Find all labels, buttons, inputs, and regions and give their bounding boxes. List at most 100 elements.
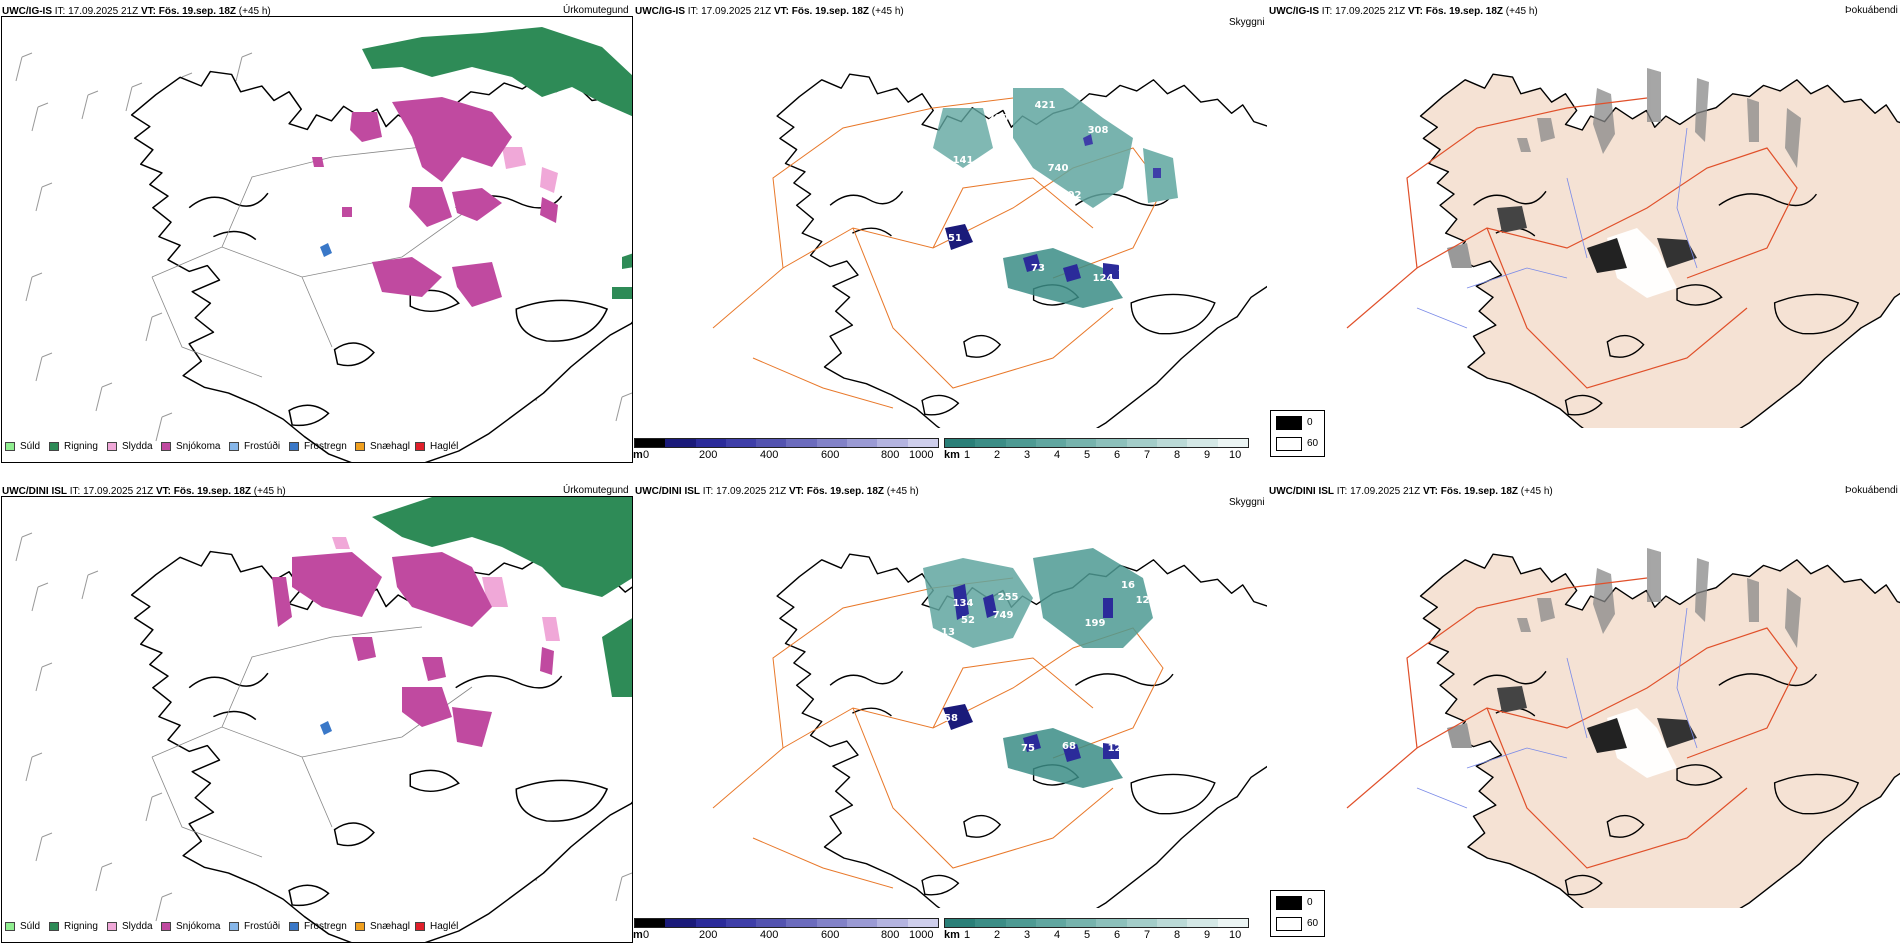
scale-tick: 2 [994,449,1001,461]
depth-label: 740 [1048,163,1069,174]
legend-item: Slydda [107,441,153,452]
legend-swatch [107,442,117,451]
depth-label: 117 [1118,263,1139,274]
scale-swatch [975,439,1006,447]
run-header: UWC/DINI ISL IT: 17.09.2025 21Z VT: Fös.… [635,486,919,497]
legend-item: Frostúði [229,441,280,452]
depth-label: 341 [1131,108,1152,119]
scale-swatch [816,439,848,447]
legend-swatch [415,922,425,931]
scale-tick: 4 [1054,449,1061,461]
depth-label: 199 [1085,618,1106,629]
scale-tick: 8 [1174,929,1181,941]
depth-label: 16 [1121,580,1135,591]
height-unit: m [633,449,643,461]
panel-title: Úrkomutegund [563,5,629,16]
legend-item: Snjókoma [161,921,220,932]
scale-swatch [1066,919,1097,927]
depth-label: 58 [944,713,958,724]
depth-label: 123 [1108,743,1129,754]
scale-swatch [816,919,848,927]
legend-swatch [229,922,239,931]
fog-swatch [1276,416,1302,430]
scale-tick: 6 [1114,449,1121,461]
depth-label: 120 [1136,595,1157,606]
scale-tick: 8 [1174,449,1181,461]
scale-tick: 0 [643,929,650,941]
scale-swatch [1096,919,1127,927]
scale-tick: 6 [1114,929,1121,941]
scale-swatch [907,919,938,927]
depth-label: 200 [988,113,1009,124]
legend-swatch [161,442,171,451]
scale-swatch [945,919,976,927]
legend-swatch [49,442,59,451]
scale-swatch [1217,919,1248,927]
legend-item: Snæhagl [355,441,410,452]
legend-item: Frostúði [229,921,280,932]
legend-swatch [49,922,59,931]
scale-tick: 9 [1204,449,1211,461]
scale-swatch [847,919,878,927]
scale-swatch [725,439,757,447]
fog-scale: 0 60 [1270,410,1325,457]
panel-title: Þokuábendi [1845,485,1898,496]
scale-tick: 200 [699,929,718,941]
legend-swatch [415,442,425,451]
scale-swatch [695,919,726,927]
scale-tick: 7 [1144,929,1151,941]
legend-item: Snæhagl [355,921,410,932]
height-unit: m [633,929,643,941]
scale-swatch [1157,919,1188,927]
scale-tick: 200 [699,449,718,461]
visibility-panel-2: UWC/DINI ISL IT: 17.09.2025 21Z VT: Fös.… [633,480,1267,950]
legend-swatch [5,922,15,931]
fog-panel-2: UWC/DINI ISL IT: 17.09.2025 21Z VT: Fös.… [1267,480,1900,950]
scale-swatch [1066,439,1097,447]
legend-item: Snjókoma [161,441,220,452]
scale-swatch [635,919,666,927]
legend-item: Haglél [415,921,458,932]
legend-item: Súld [5,441,40,452]
scale-tick: 800 [881,449,900,461]
legend-item: Slydda [107,921,153,932]
visibility-map: 58 75 68 123 21 199 255 749 134 52 13 12… [633,508,1267,908]
legend-item: Frostregn [289,921,347,932]
run-header: UWC/IG-IS IT: 17.09.2025 21Z VT: Fös. 19… [635,6,904,17]
height-scale: m 0 200 400 600 800 1000 [633,438,943,462]
scale-swatch [1187,439,1218,447]
legend-item: Rigning [49,921,98,932]
legend-item: Rigning [49,441,98,452]
scale-tick: 1 [964,449,971,461]
run-header: UWC/IG-IS IT: 17.09.2025 21Z VT: Fös. 19… [1269,6,1538,17]
run-header: UWC/DINI ISL IT: 17.09.2025 21Z VT: Fös.… [1269,486,1553,497]
fog-swatch [1276,896,1302,910]
scale-tick: 600 [821,449,840,461]
scale-tick: 2 [994,929,1001,941]
scale-swatch [695,439,726,447]
depth-label: 421 [1035,100,1056,111]
scale-swatch [786,439,817,447]
scale-swatch [1157,439,1188,447]
legend-swatch [355,442,365,451]
depth-label: 52 [961,615,975,626]
precip-panel-1: UWC/IG-IS IT: 17.09.2025 21Z VT: Fös. 19… [0,0,635,470]
fog-panel-1: UWC/IG-IS IT: 17.09.2025 21Z VT: Fös. 19… [1267,0,1900,470]
scale-swatch [1005,439,1036,447]
scale-tick: 400 [760,929,779,941]
legend-item: Súld [5,921,40,932]
fog-label: 0 [1307,897,1313,908]
visibility-scale: km 1 2 3 4 5 6 7 8 9 10 [944,438,1264,462]
scale-swatch [877,919,908,927]
scale-tick: 7 [1144,449,1151,461]
scale-swatch [945,439,976,447]
fog-label: 0 [1307,417,1313,428]
precip-legend: Súld Rigning Slydda Snjókoma Frostúði Fr… [5,441,630,455]
depth-label: 141 [953,155,974,166]
depth-label: 88 [1051,215,1065,226]
depth-label: 308 [1088,125,1109,136]
scale-swatch [725,919,757,927]
depth-label: 73 [1031,263,1045,274]
scale-swatch [1005,919,1036,927]
legend-item: Frostregn [289,441,347,452]
